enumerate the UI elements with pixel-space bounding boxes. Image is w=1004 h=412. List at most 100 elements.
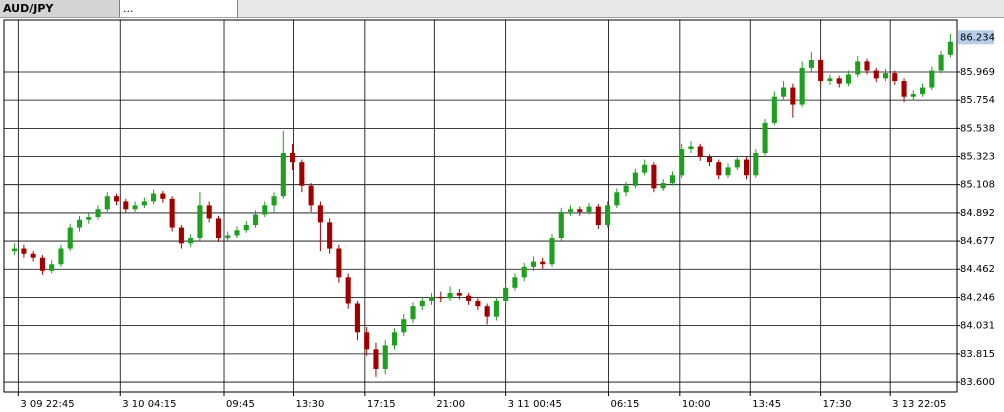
candle-body (743, 159, 750, 176)
candle-body (419, 300, 425, 307)
candle-body (299, 162, 305, 186)
candle-body (827, 78, 833, 81)
candle-body (206, 205, 212, 219)
candle-body (818, 60, 824, 81)
candle-body (892, 73, 898, 81)
candle-body (280, 152, 286, 197)
candle-body (308, 185, 314, 206)
candle-body (521, 266, 527, 278)
candle-body (660, 183, 666, 189)
candle-body (252, 214, 259, 225)
candle-body (160, 193, 166, 199)
candle-body (642, 164, 648, 173)
candle-body (753, 152, 759, 176)
candle-body (697, 146, 703, 157)
candle-body (151, 193, 157, 202)
last-price-label: 86.234 (960, 32, 995, 43)
candle-body (345, 277, 351, 304)
candle-body (679, 149, 685, 176)
candle-body (929, 70, 935, 88)
candle-body (725, 167, 731, 176)
candle-body (910, 94, 916, 97)
candle-body (595, 206, 601, 225)
candle-body (21, 248, 27, 254)
candle-body (262, 205, 268, 215)
candle-body (669, 175, 675, 184)
candle-body (12, 248, 18, 252)
tab-bar: AUD/JPY ... (0, 0, 1004, 18)
candle-body (605, 205, 611, 225)
candle-body (771, 96, 777, 123)
candle-body (614, 192, 620, 206)
candle-body (243, 224, 249, 231)
x-tick-label: 21:00 (436, 399, 465, 410)
candle-body (790, 87, 796, 105)
candle-body (86, 217, 92, 220)
candle-body (632, 172, 638, 186)
candle-body (567, 209, 574, 212)
candle-body (651, 164, 657, 189)
candle-body (354, 303, 360, 333)
x-tick-label: 09:45 (226, 399, 255, 410)
y-tick-label: 84.677 (960, 236, 995, 247)
candle-body (493, 300, 499, 317)
candle-body (336, 248, 342, 278)
candle-body (67, 227, 73, 249)
candle-body (447, 293, 453, 299)
candle-body (39, 257, 45, 271)
candle-body (113, 196, 120, 202)
y-tick-label: 85.754 (960, 95, 995, 106)
candle-body (104, 196, 110, 210)
last-price-box (958, 30, 994, 45)
candle-body (327, 222, 333, 249)
candle-body (558, 211, 564, 239)
x-tick-label: 13:30 (296, 399, 325, 410)
candle-body (947, 41, 953, 55)
candle-body (391, 332, 398, 346)
candle-body (706, 156, 713, 163)
candle-body (225, 235, 231, 239)
candle-body (123, 201, 129, 210)
candle-body (586, 206, 592, 212)
candle-body (901, 80, 907, 97)
tab[interactable]: AUD/JPY (0, 0, 120, 17)
candle-body (215, 218, 222, 239)
candle-body (873, 70, 879, 79)
candle-body (938, 54, 944, 71)
candle-body (855, 61, 861, 75)
candle-body (178, 227, 184, 244)
y-tick-label: 85.323 (960, 152, 995, 163)
y-tick-label: 84.462 (960, 264, 995, 275)
candle-body (549, 238, 555, 265)
candle-body (410, 306, 416, 320)
candle-body (484, 306, 490, 317)
candle-body (141, 201, 147, 206)
candle-body (503, 287, 509, 301)
candle-body (762, 122, 768, 153)
candle-body (317, 205, 323, 223)
x-tick-label: 3 11 00:45 (508, 399, 562, 410)
candle-body (734, 159, 740, 168)
candle-body (530, 261, 537, 267)
candle-body (197, 205, 203, 239)
candle-body (95, 209, 101, 218)
candle-body (58, 248, 64, 265)
candle-body (382, 345, 388, 369)
candle-body (808, 60, 814, 68)
tab[interactable]: ... (120, 0, 238, 17)
candle-body (836, 78, 842, 84)
x-tick-label: 17:30 (823, 399, 852, 410)
candle-body (512, 277, 518, 288)
y-tick-label: 84.246 (960, 292, 995, 303)
y-tick-label: 85.108 (960, 180, 995, 191)
candle-body (234, 230, 240, 236)
candle-body (169, 198, 175, 228)
x-tick-label: 3 13 22:05 (892, 399, 946, 410)
candle-body (688, 146, 694, 150)
candle-body (290, 152, 296, 163)
x-tick-label: 06:15 (611, 399, 640, 410)
candle-body (76, 219, 83, 228)
candle-body (920, 87, 926, 95)
